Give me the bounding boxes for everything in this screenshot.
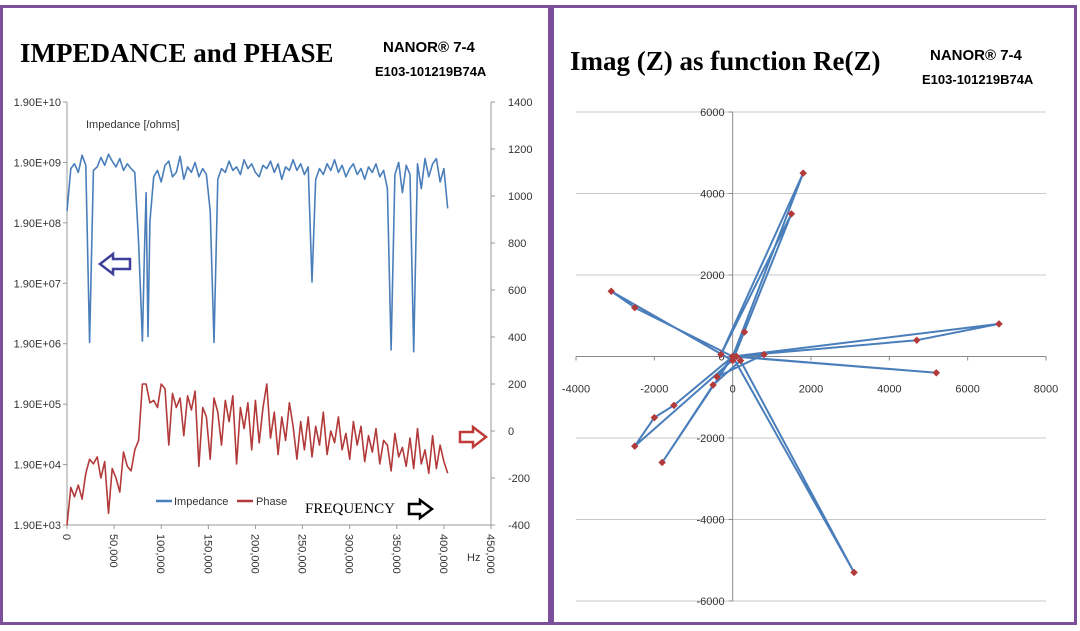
right-y-tick-label: 800: [508, 238, 526, 250]
nyquist-x-tick-label: 8000: [1034, 384, 1058, 396]
left-y-tick-label: 1.90E+03: [14, 520, 61, 532]
right-y-tick-label: 1000: [508, 191, 532, 203]
nyquist-y-tick-label: 2000: [700, 270, 724, 282]
x-tick-label: 450,000: [484, 534, 496, 574]
frequency-arrow-icon: [409, 500, 432, 518]
left-y-tick-label: 1.90E+06: [14, 339, 61, 351]
right-y-tick-label: -400: [508, 520, 530, 532]
left-y-tick-label: 1.90E+10: [14, 97, 61, 109]
left-product-name: NANOR® 7-4: [383, 39, 476, 56]
right-panel-border: [553, 7, 1076, 624]
nyquist-x-tick-label: -2000: [640, 384, 668, 396]
left-y-tick-label: 1.90E+04: [14, 460, 61, 472]
right-serial-number: E103-101219B74A: [922, 72, 1034, 87]
left-y-tick-label: 1.90E+07: [14, 278, 61, 290]
x-tick-label: 200,000: [248, 534, 260, 574]
right-y-tick-label: -200: [508, 473, 530, 485]
x-tick-label: 0: [60, 534, 72, 540]
impedance-series-label: Impedance [/ohms]: [86, 119, 180, 131]
nyquist-y-tick-label: 6000: [700, 107, 724, 119]
nyquist-y-tick-label: -4000: [697, 515, 725, 527]
right-y-tick-label: 1200: [508, 144, 532, 156]
nyquist-point-marker: [913, 337, 920, 344]
nyquist-x-tick-label: 2000: [799, 384, 823, 396]
nyquist-y-tick-label: 4000: [700, 189, 724, 201]
right-y-tick-label: 0: [508, 426, 514, 438]
right-product-name: NANOR® 7-4: [930, 47, 1023, 64]
left-y-tick-label: 1.90E+09: [14, 157, 61, 169]
right-chart-title: Imag (Z) as function Re(Z): [570, 46, 881, 76]
left-y-tick-labels: 1.90E+03 1.90E+04 1.90E+05 1.90E+06 1.90E+07…: [14, 97, 67, 532]
x-tick-label: 150,000: [201, 534, 213, 574]
right-arrow-icon: [460, 427, 486, 447]
x-tick-label: 100,000: [154, 534, 166, 574]
left-arrow-icon: [100, 254, 130, 274]
nyquist-x-tick-label: -4000: [562, 384, 590, 396]
nyquist-point-marker: [800, 170, 807, 177]
right-y-tick-labels: -400 -200 0 200 400 600 800 1000 1200 1400: [491, 97, 532, 532]
nyquist-point-marker: [996, 320, 1003, 327]
impedance-phase-chart: 0 50,000 100,000 150,000 200,000 250,000 300,0…: [14, 97, 533, 574]
left-chart-title: IMPEDANCE and PHASE: [20, 38, 334, 68]
left-series-lines: [67, 154, 448, 525]
left-y-tick-label: 1.90E+05: [14, 399, 61, 411]
nyquist-x-tick-label: 0: [730, 384, 736, 396]
nyquist-x-tick-label: 6000: [955, 384, 979, 396]
right-y-tick-label: 600: [508, 285, 526, 297]
nyquist-point-marker: [933, 369, 940, 376]
right-y-tick-label: 400: [508, 332, 526, 344]
legend-phase-label: Phase: [256, 496, 287, 508]
right-y-tick-label: 1400: [508, 97, 532, 109]
frequency-label: FREQUENCY: [305, 501, 395, 517]
nyquist-chart: -4000 -2000 0 2000 4000 6000 8000 -6000 -4000 -2…: [562, 107, 1058, 608]
nyquist-series-line: [611, 173, 999, 572]
nyquist-x-tick-label: 4000: [877, 384, 901, 396]
impedance-series-line: [67, 154, 448, 352]
x-tick-label: 50,000: [107, 534, 119, 568]
legend: Impedance Phase: [156, 496, 287, 508]
nyquist-series: [608, 170, 1003, 576]
x-tick-label: 250,000: [296, 534, 308, 574]
nyquist-y-tick-label: -2000: [697, 433, 725, 445]
right-y-tick-label: 200: [508, 379, 526, 391]
x-tick-label: 350,000: [390, 534, 402, 574]
left-y-tick-label: 1.90E+08: [14, 218, 61, 230]
left-panel-border: [2, 7, 550, 624]
x-axis-unit-label: Hz: [467, 552, 480, 564]
left-x-tick-labels: 0 50,000 100,000 150,000 200,000 250,000 300,0…: [60, 525, 496, 574]
legend-impedance-label: Impedance: [174, 496, 228, 508]
x-tick-label: 400,000: [437, 534, 449, 574]
left-serial-number: E103-101219B74A: [375, 64, 487, 79]
x-tick-label: 300,000: [343, 534, 355, 574]
nyquist-y-tick-label: -6000: [697, 596, 725, 608]
